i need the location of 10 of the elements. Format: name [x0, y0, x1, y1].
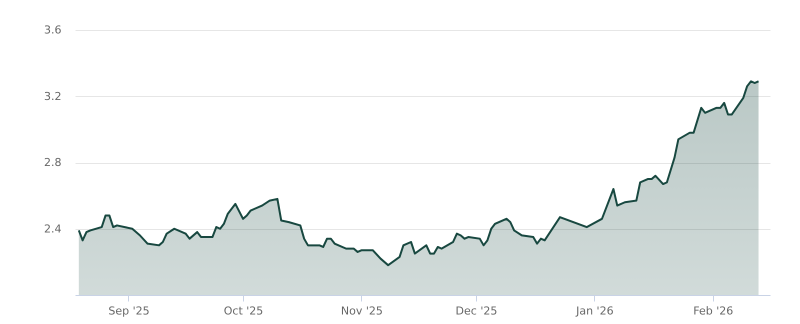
y-tick-label: 2.4 — [44, 222, 62, 236]
y-tick-label: 3.6 — [44, 24, 62, 36]
x-tick-label: Jan '26 — [575, 304, 614, 318]
x-tick-label: Dec '25 — [456, 304, 498, 318]
x-tick-label: Oct '25 — [224, 304, 264, 318]
x-tick-label: Feb '26 — [693, 304, 734, 318]
x-tick-label: Sep '25 — [108, 304, 150, 318]
y-tick-label: 3.2 — [44, 90, 62, 103]
x-tick-label: Nov '25 — [340, 304, 383, 318]
y-tick-label: 2.8 — [44, 156, 62, 169]
